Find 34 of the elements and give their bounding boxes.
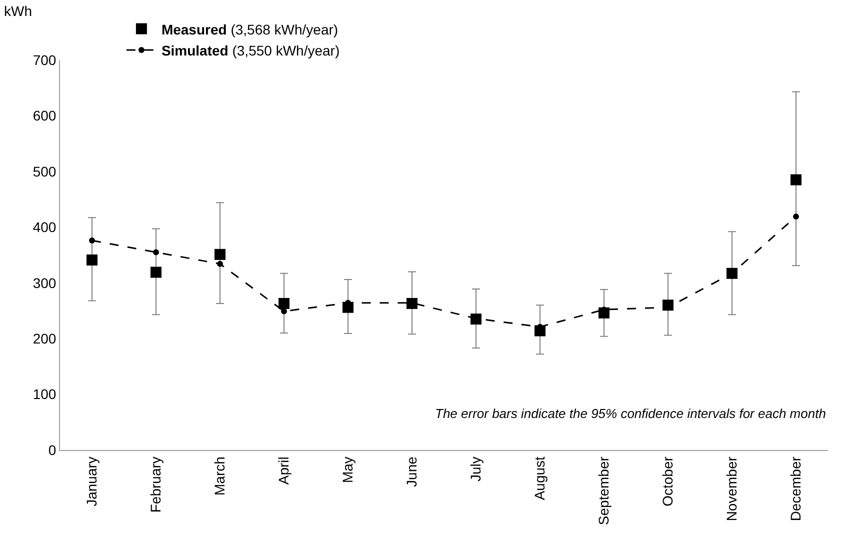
point bbox=[217, 260, 223, 267]
point bbox=[281, 308, 287, 314]
y-tick-label: 200 bbox=[32, 330, 56, 346]
legend-label: Simulated (3,550 kWh/year) bbox=[161, 42, 340, 58]
x-tick-label: March bbox=[212, 456, 228, 496]
x-tick-label: May bbox=[340, 456, 356, 484]
x-tick-label: June bbox=[404, 456, 420, 487]
point bbox=[278, 298, 290, 309]
annotation: The error bars indicate the 95% confidence intervals for each month bbox=[435, 406, 826, 421]
x-tick-label: April bbox=[276, 456, 292, 485]
y-tick-label: 600 bbox=[32, 108, 56, 124]
point bbox=[790, 174, 802, 186]
x-tick-label: September bbox=[596, 456, 612, 526]
y-tick-label: 300 bbox=[32, 274, 56, 291]
point bbox=[150, 266, 162, 278]
x-tick-label: August bbox=[532, 456, 548, 500]
point bbox=[214, 248, 226, 260]
y-axis-title: kWh bbox=[4, 3, 32, 19]
x-tick-label: February bbox=[148, 456, 164, 513]
y-tick-label: 0 bbox=[48, 442, 56, 458]
point bbox=[153, 249, 159, 256]
x-tick-label: December bbox=[788, 456, 804, 522]
legend-label: Measured (3,568 kWh/year) bbox=[161, 21, 338, 38]
y-tick-label: 500 bbox=[32, 163, 56, 180]
point bbox=[793, 214, 799, 220]
x-tick-label: July bbox=[468, 456, 484, 482]
point bbox=[86, 254, 98, 266]
point bbox=[89, 238, 95, 244]
x-tick-label: November bbox=[724, 456, 740, 522]
x-tick-label: January bbox=[84, 456, 100, 506]
y-tick-label: 700 bbox=[32, 52, 56, 68]
y-tick-label: 400 bbox=[32, 219, 56, 236]
y-tick-label: 100 bbox=[32, 386, 56, 402]
x-tick-label: October bbox=[660, 456, 676, 506]
